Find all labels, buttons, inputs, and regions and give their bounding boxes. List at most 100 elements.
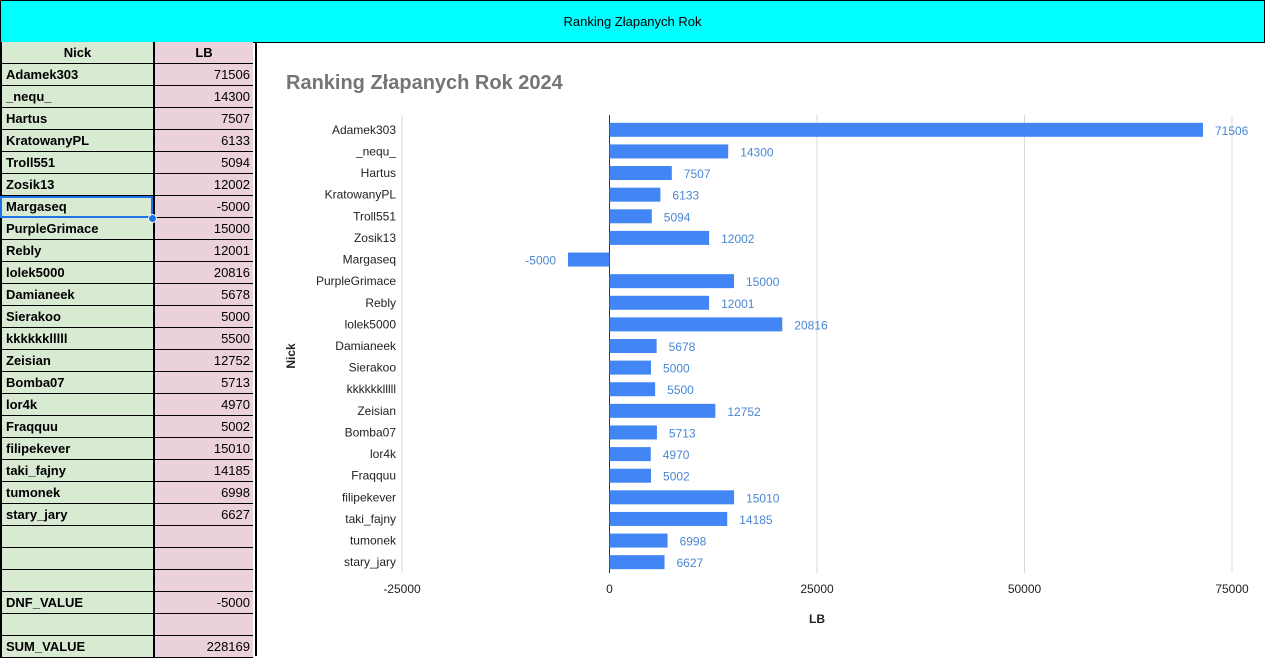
cell-nick[interactable]: Zeisian bbox=[0, 350, 153, 372]
bar bbox=[609, 317, 783, 332]
category-label: Troll551 bbox=[353, 209, 396, 223]
bar bbox=[609, 360, 651, 375]
column-header-lb[interactable]: LB bbox=[153, 42, 253, 64]
bar bbox=[609, 295, 710, 310]
table-row bbox=[0, 548, 255, 570]
x-tick-label: -25000 bbox=[383, 582, 421, 596]
table-row: kkkkkklllll 5500 bbox=[0, 328, 255, 350]
cell-lb[interactable]: 4970 bbox=[153, 394, 253, 416]
cell-lb[interactable]: 5000 bbox=[153, 306, 253, 328]
table-header-row: Nick LB bbox=[0, 42, 255, 64]
data-label: 12002 bbox=[721, 232, 755, 246]
table-row: Zosik13 12002 bbox=[0, 174, 255, 196]
table-row: Adamek303 71506 bbox=[0, 64, 255, 86]
cell-lb[interactable]: 14185 bbox=[153, 460, 253, 482]
table-row: Sierakoo 5000 bbox=[0, 306, 255, 328]
cell-lb[interactable] bbox=[153, 526, 253, 548]
cell-nick[interactable]: Fraqquu bbox=[0, 416, 153, 438]
category-label: PurpleGrimace bbox=[316, 274, 396, 288]
cell-lb[interactable]: 6133 bbox=[153, 130, 253, 152]
cell-nick[interactable] bbox=[0, 614, 153, 636]
bar bbox=[609, 230, 710, 245]
data-label: 12001 bbox=[721, 297, 755, 311]
cell-nick[interactable]: lor4k bbox=[0, 394, 153, 416]
data-table: Nick LB Adamek303 71506 _nequ_ 14300 Hartus 7… bbox=[0, 42, 257, 658]
bar-chart[interactable]: -25000 0 25000 50000 75000 Ranking Złapanych … bbox=[257, 43, 1263, 656]
cell-lb[interactable]: 15000 bbox=[153, 218, 253, 240]
cell-nick[interactable]: taki_fajny bbox=[0, 460, 153, 482]
cell-lb[interactable]: 6627 bbox=[153, 504, 253, 526]
cell-nick[interactable]: _nequ_ bbox=[0, 86, 153, 108]
cell-lb[interactable]: 20816 bbox=[153, 262, 253, 284]
table-row: Rebly 12001 bbox=[0, 240, 255, 262]
category-label: Rebly bbox=[365, 296, 396, 310]
y-axis-label: Nick bbox=[284, 343, 298, 369]
cell-lb[interactable]: 228169 bbox=[153, 636, 253, 658]
cell-lb[interactable]: 14300 bbox=[153, 86, 253, 108]
category-label: _nequ_ bbox=[355, 144, 396, 158]
cell-nick[interactable]: tumonek bbox=[0, 482, 153, 504]
category-label: Margaseq bbox=[343, 253, 396, 267]
table-body: Adamek303 71506 _nequ_ 14300 Hartus 7507 Krato… bbox=[0, 64, 255, 658]
cell-nick[interactable]: Adamek303 bbox=[0, 64, 153, 86]
data-label: 5678 bbox=[669, 340, 696, 354]
cell-nick[interactable]: filipekever bbox=[0, 438, 153, 460]
cell-nick[interactable]: DNF_VALUE bbox=[0, 592, 153, 614]
category-label: Bomba07 bbox=[345, 425, 397, 439]
category-label: lolek5000 bbox=[345, 317, 397, 331]
category-label: Zosik13 bbox=[354, 231, 396, 245]
chart-title: Ranking Złapanych Rok 2024 bbox=[286, 72, 564, 94]
bar bbox=[609, 187, 661, 202]
cell-nick[interactable]: Rebly bbox=[0, 240, 153, 262]
cell-lb[interactable]: 71506 bbox=[153, 64, 253, 86]
bar bbox=[609, 490, 735, 505]
cell-nick[interactable] bbox=[0, 570, 153, 592]
cell-lb[interactable]: -5000 bbox=[153, 592, 253, 614]
cell-lb[interactable]: 5678 bbox=[153, 284, 253, 306]
cell-nick[interactable]: kkkkkklllll bbox=[0, 328, 153, 350]
bar bbox=[609, 166, 672, 181]
cell-nick[interactable]: SUM_VALUE bbox=[0, 636, 153, 658]
data-label: 6133 bbox=[672, 189, 699, 203]
cell-nick[interactable]: stary_jary bbox=[0, 504, 153, 526]
column-header-nick[interactable]: Nick bbox=[0, 42, 153, 64]
cell-lb[interactable]: 7507 bbox=[153, 108, 253, 130]
selection-fill-handle[interactable] bbox=[148, 214, 157, 223]
bar bbox=[609, 447, 651, 462]
cell-nick[interactable]: lolek5000 bbox=[0, 262, 153, 284]
cell-lb[interactable]: 5713 bbox=[153, 372, 253, 394]
cell-lb[interactable]: 5500 bbox=[153, 328, 253, 350]
bar bbox=[609, 209, 652, 224]
cell-lb[interactable]: 12752 bbox=[153, 350, 253, 372]
cell-nick[interactable]: Bomba07 bbox=[0, 372, 153, 394]
cell-nick[interactable]: Hartus bbox=[0, 108, 153, 130]
table-row: Zeisian 12752 bbox=[0, 350, 255, 372]
data-label: 7507 bbox=[684, 167, 711, 181]
cell-lb[interactable] bbox=[153, 570, 253, 592]
x-tick-label: 50000 bbox=[1008, 582, 1042, 596]
bar bbox=[609, 425, 657, 440]
cell-lb[interactable]: 5002 bbox=[153, 416, 253, 438]
cell-nick[interactable]: Margaseq bbox=[0, 196, 153, 218]
bar bbox=[568, 252, 610, 267]
cell-lb[interactable]: 12002 bbox=[153, 174, 253, 196]
cell-lb[interactable] bbox=[153, 614, 253, 636]
cell-nick[interactable]: Sierakoo bbox=[0, 306, 153, 328]
cell-nick[interactable]: PurpleGrimace bbox=[0, 218, 153, 240]
cell-nick[interactable]: Zosik13 bbox=[0, 174, 153, 196]
cell-lb[interactable] bbox=[153, 548, 253, 570]
cell-lb[interactable]: 15010 bbox=[153, 438, 253, 460]
cell-lb[interactable]: 5094 bbox=[153, 152, 253, 174]
category-label: tumonek bbox=[350, 534, 397, 548]
cell-lb[interactable]: -5000 bbox=[153, 196, 253, 218]
cell-nick[interactable]: KratowanyPL bbox=[0, 130, 153, 152]
data-label: 15010 bbox=[746, 491, 780, 505]
cell-nick[interactable]: Troll551 bbox=[0, 152, 153, 174]
cell-nick[interactable]: Damianeek bbox=[0, 284, 153, 306]
cell-lb[interactable]: 6998 bbox=[153, 482, 253, 504]
category-label: stary_jary bbox=[344, 555, 396, 569]
cell-nick[interactable] bbox=[0, 526, 153, 548]
cell-lb[interactable]: 12001 bbox=[153, 240, 253, 262]
bar bbox=[609, 144, 729, 159]
cell-nick[interactable] bbox=[0, 548, 153, 570]
